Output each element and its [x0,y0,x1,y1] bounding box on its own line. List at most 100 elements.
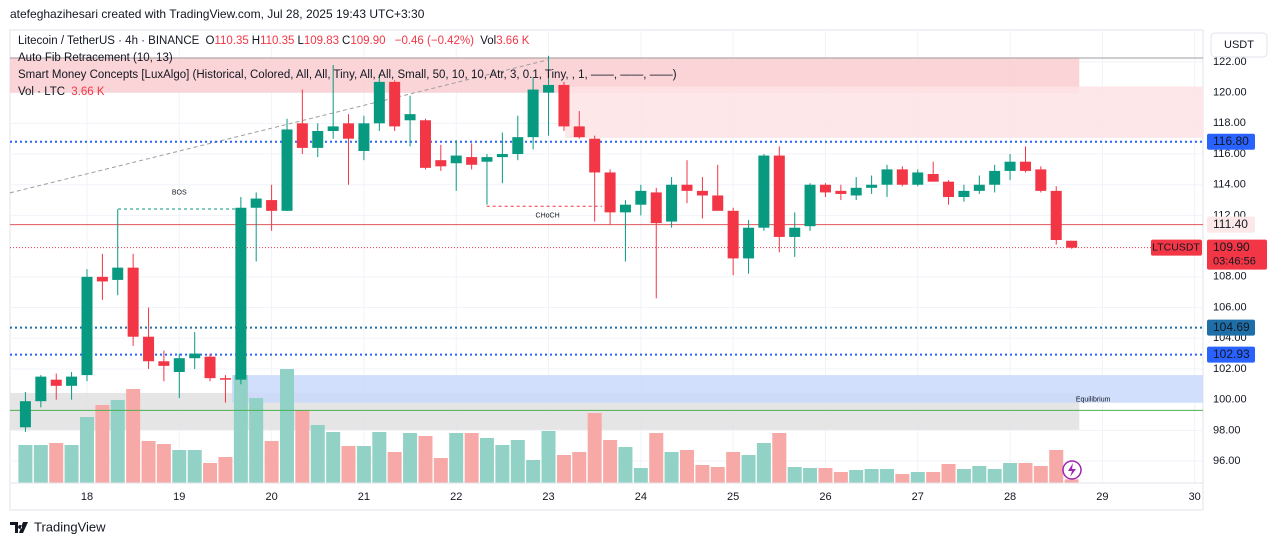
volume-bar [110,400,125,483]
indicator-1: Auto Fib Retracement (10, 13) [18,52,173,64]
volume-bar [372,432,387,483]
volume-bar [449,433,464,483]
volume-bar [495,445,510,483]
price-badge [1207,239,1267,270]
volume-bar [418,436,433,483]
level-label: 116.80 [1213,134,1249,148]
candle-body [327,126,339,132]
candle-body [1019,161,1031,171]
candle-body [450,155,462,164]
x-tick-label: 21 [358,491,370,503]
volume-bar [679,450,694,483]
candle-body [281,129,293,211]
y-tick-label: 118.00 [1213,117,1246,129]
candle-body [312,131,324,148]
level-badge [1207,346,1255,363]
level-label: 102.93 [1213,347,1250,361]
volume-bar [818,468,833,483]
x-tick-label: 24 [635,491,647,503]
x-tick-label: 30 [1189,491,1201,503]
volume-bar [126,389,141,483]
candle-body [50,379,62,386]
ohlc-value: 109.90 [350,35,386,47]
zone [231,375,1204,403]
volume-bar [1003,463,1018,483]
y-tick-label: 120.00 [1213,87,1247,99]
x-tick-label: 25 [727,491,739,503]
x-tick-label: 23 [542,491,554,503]
level-label: 111.40 [1213,217,1248,231]
annotation: BOS [172,189,187,196]
volume-bar [603,440,618,483]
candle-body [35,376,47,402]
volume-bar [464,433,479,483]
candle-body [219,378,231,380]
candle-body [666,184,678,222]
candle-body [435,160,447,167]
volume-bar [587,413,602,483]
candle-body [635,190,647,205]
candle-body [958,190,970,198]
volume-bar [941,464,956,483]
y-tick-label: 106.00 [1213,301,1247,313]
candle-body [927,173,939,182]
candle-body [866,184,878,188]
zones [10,57,1204,430]
volume-bar [341,446,356,483]
volume-bar [803,468,818,483]
volume-bar [326,432,341,483]
candle-body [481,157,493,162]
volume-bar [187,450,202,483]
y-tick-label: 100.00 [1213,394,1247,406]
volume-bar [864,469,879,483]
volume-bar [833,472,848,483]
volume-bar [541,431,556,483]
volume-bar [79,417,94,483]
volume-bar [218,457,233,483]
logo [10,522,28,533]
drawing-line [9,59,548,194]
price-label: 109.90 [1213,240,1250,254]
candle-body [743,227,755,259]
volume-bar [1033,466,1048,483]
footer-brand: TradingView [34,519,106,534]
candle-body [681,184,693,191]
y-tick-label: 102.00 [1213,363,1247,375]
symbol: Litecoin / TetherUS · 4h · BINANCE [18,35,200,47]
y-tick-label: 114.00 [1213,179,1246,191]
volume-bar [526,460,541,483]
level-badge [1207,216,1255,233]
volume-bar [433,458,448,483]
volume-bar [572,452,587,483]
volume-bar [310,425,325,483]
volume-bar [295,410,310,483]
candle-body [835,190,847,194]
volume-bar [264,441,279,483]
candle-body [127,267,139,337]
candle-body [404,114,416,121]
candle-body [389,81,401,127]
drawings: BOS CHoCH Equilibrium [9,57,1203,411]
candle-body [496,154,508,158]
candle-body [266,200,278,211]
ohlc-key: L [297,35,304,47]
candle-body [589,138,601,173]
currency-button-label[interactable]: USDT [1224,39,1254,51]
candle-body [912,172,924,185]
currency-button[interactable] [1210,32,1268,58]
volume-bar [987,469,1002,483]
x-tick-label: 19 [173,491,185,503]
candle-body [112,267,124,280]
candle-body [973,184,985,191]
x-tick-label: 18 [81,491,93,503]
candle-body [650,192,662,224]
x-tick-label: 28 [1004,491,1016,503]
x-tick-label: 27 [912,491,924,503]
volume-bar [741,455,756,483]
volume-bar [249,398,264,483]
indicator-2: Smart Money Concepts [LuxAlgo] (Historic… [18,69,677,81]
change: −0.46 (−0.42%) [394,35,475,47]
ohlc-key: O [205,35,215,47]
x-tick-label: 29 [1096,491,1108,503]
